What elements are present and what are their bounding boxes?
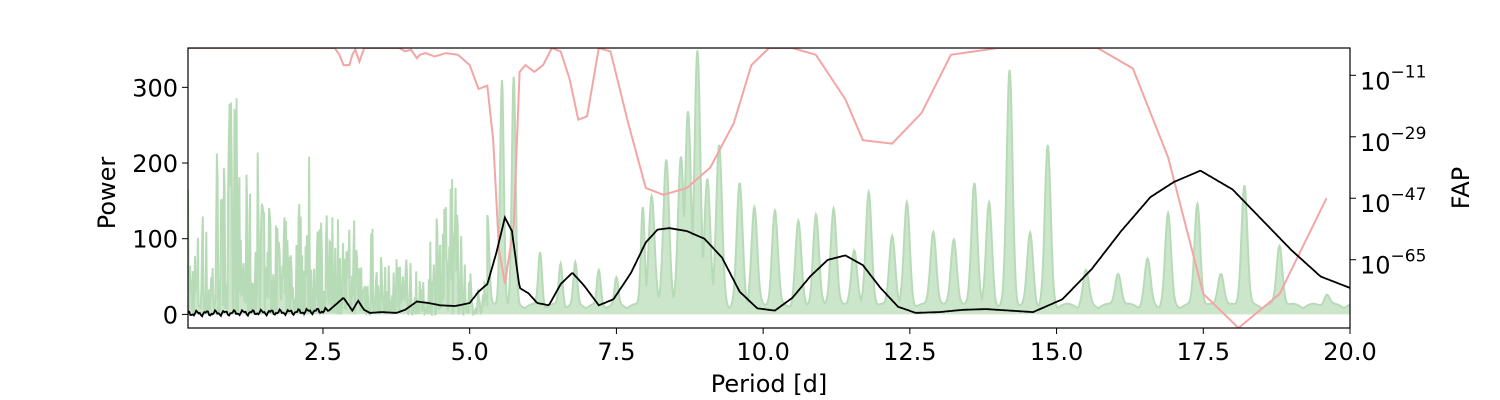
y2-axis-label: FAP — [1447, 167, 1475, 210]
x-tick-label: 2.5 — [304, 338, 342, 366]
fap-line — [188, 48, 1328, 328]
x-tick-label: 17.5 — [1177, 338, 1230, 366]
periodogram-series — [188, 50, 1350, 319]
x-tick-label: 15.0 — [1030, 338, 1083, 366]
y-tick-label: 200 — [132, 150, 178, 178]
smoothed-power-series — [188, 169, 1350, 318]
x-tick-label: 5.0 — [451, 338, 489, 366]
y-tick-label: 0 — [163, 301, 178, 329]
y2-tick-label: 10−65 — [1360, 247, 1426, 280]
y-axis-right: 10−11 10−29 10−47 10−65 — [1350, 62, 1426, 280]
fap-series — [188, 48, 1328, 328]
x-tick-label: 10.0 — [736, 338, 789, 366]
y-tick-label: 100 — [132, 226, 178, 254]
x-tick-label: 7.5 — [597, 338, 635, 366]
y-axis-label: Power — [93, 157, 121, 230]
x-axis: 2.5 5.0 7.5 10.0 12.5 15.0 17.5 20.0 — [304, 328, 1377, 366]
smoothed-power-line — [188, 169, 1350, 318]
x-tick-label: 12.5 — [883, 338, 936, 366]
y2-tick-label: 10−29 — [1360, 124, 1426, 157]
y2-tick-label: 10−47 — [1360, 185, 1426, 218]
plot-frame — [187, 47, 1351, 329]
x-axis-label: Period [d] — [711, 370, 827, 398]
y-axis-left: 0 100 200 300 — [132, 74, 188, 329]
x-tick-label: 20.0 — [1323, 338, 1376, 366]
y2-tick-label: 10−11 — [1360, 62, 1426, 95]
periodogram-line — [188, 50, 1350, 319]
y-tick-label: 300 — [132, 74, 178, 102]
